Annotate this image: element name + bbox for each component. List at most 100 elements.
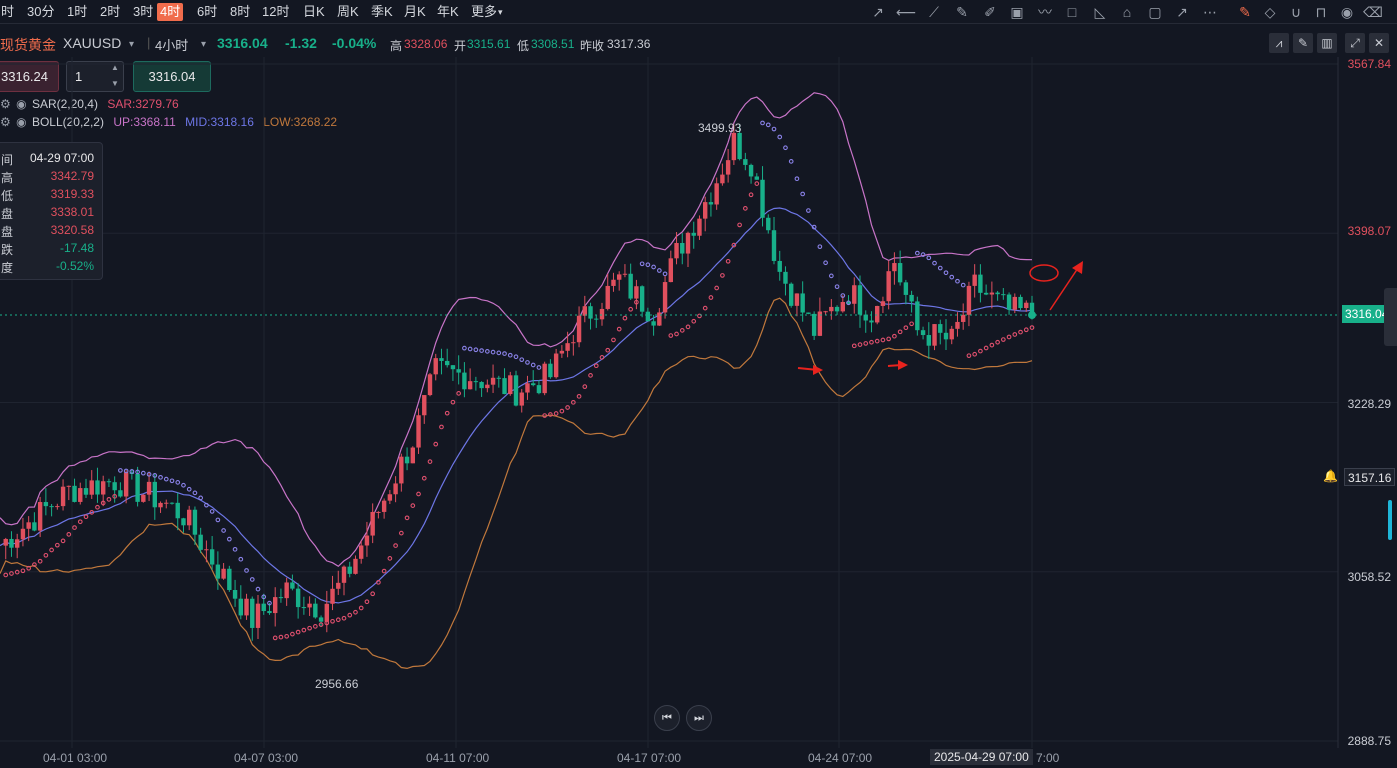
period-caret-icon[interactable]: ▾ — [201, 39, 207, 50]
quantity-down-icon[interactable]: ▼ — [111, 79, 119, 88]
annotation-ellipse — [1029, 264, 1059, 282]
indicator-button[interactable]: ⩘ — [1269, 33, 1289, 53]
sar-dot — [123, 468, 129, 474]
timeframe-1[interactable]: 30分 — [27, 4, 55, 19]
scroll-back-button[interactable]: ⏮ — [654, 705, 680, 731]
candle-body — [685, 232, 691, 254]
scroll-indicator[interactable] — [1388, 500, 1392, 540]
timeframe-8[interactable]: 12时 — [262, 4, 290, 19]
sar-dot — [972, 351, 978, 357]
settings-icon[interactable]: ⚙ — [0, 97, 11, 111]
low-label: 低 — [517, 39, 530, 53]
alert-price-tag[interactable]: 3157.16 — [1344, 468, 1396, 486]
eye-icon[interactable]: ◉ — [1340, 4, 1354, 20]
candle-body — [852, 285, 857, 304]
trend-line-icon[interactable]: ⟋ — [929, 4, 939, 20]
symbol-caret-icon[interactable]: ▾ — [129, 39, 135, 50]
price-change: -1.32 — [285, 35, 317, 51]
timeframe-0[interactable]: 时 — [1, 4, 15, 19]
candle-body — [404, 456, 410, 464]
candle-body — [743, 159, 748, 165]
sar-dot — [221, 528, 226, 533]
quantity-up-icon[interactable]: ▲ — [111, 63, 119, 72]
timeframe-13[interactable]: 年K — [437, 4, 459, 19]
timeframe-3[interactable]: 2时 — [100, 4, 121, 19]
wave-icon[interactable]: 〰 — [1038, 4, 1052, 20]
horizontal-line-icon[interactable]: ⟵ — [896, 4, 917, 20]
candle-body — [410, 447, 415, 464]
timeframe-12[interactable]: 月K — [404, 4, 426, 19]
candle-body — [273, 597, 278, 614]
sar-dot — [387, 556, 393, 561]
timeframe-2[interactable]: 1时 — [67, 4, 88, 19]
eye-icon[interactable]: ◉ — [16, 115, 27, 129]
symbol-name[interactable]: 现货黄金 — [0, 37, 56, 53]
sar-dot — [444, 410, 450, 416]
sar-dot — [765, 122, 771, 128]
quantity-input[interactable]: 1 — [66, 61, 124, 92]
sar-dot — [605, 347, 611, 353]
sar-dot — [937, 265, 943, 271]
ohlc-time-label: 间 — [1, 153, 14, 167]
trash-icon[interactable]: ⌫ — [1363, 4, 1383, 20]
pen-tool-icon[interactable]: ✎ — [956, 4, 968, 20]
scroll-forward-button[interactable]: ⏭ — [686, 705, 712, 731]
timeframe-10[interactable]: 周K — [337, 4, 359, 19]
candle-body — [708, 202, 714, 205]
tag-icon[interactable]: ⌂ — [1122, 4, 1132, 20]
comment-icon[interactable]: ▢ — [1148, 4, 1162, 20]
sar-dot — [593, 363, 599, 369]
timeframe-14[interactable]: 更多 — [471, 4, 498, 19]
sar-dot — [198, 495, 204, 501]
image-icon[interactable]: ▣ — [1010, 4, 1024, 20]
candle-body — [141, 494, 146, 502]
fullscreen-button[interactable]: ⤢ — [1345, 33, 1365, 53]
candle-body — [571, 342, 576, 344]
timeframe-11[interactable]: 季K — [371, 4, 393, 19]
more-caret-icon[interactable]: ▾ — [498, 7, 503, 17]
candle-body — [32, 522, 37, 531]
angle-icon[interactable]: ◺ — [1094, 4, 1106, 20]
timeframe-6[interactable]: 6时 — [197, 4, 218, 19]
settings-icon[interactable]: ⚙ — [0, 115, 11, 129]
draw-button[interactable]: ✎ — [1293, 33, 1313, 53]
ohlc-key: 高 — [1, 171, 14, 185]
symbol-code[interactable]: XAUUSD — [63, 35, 122, 51]
side-panel-handle[interactable] — [1384, 288, 1397, 346]
close-chart-button[interactable]: ✕ — [1369, 33, 1389, 53]
period-selector[interactable]: 4小时 — [155, 38, 189, 53]
candle-body — [594, 318, 599, 320]
candle-body — [662, 282, 668, 313]
magnet-icon[interactable]: ∪ — [1290, 4, 1302, 20]
sar-dot — [295, 629, 301, 635]
lock-icon[interactable]: ⊓ — [1315, 4, 1327, 20]
brush-icon[interactable]: ✐ — [984, 4, 996, 20]
candle-type-button[interactable]: ▥ — [1317, 33, 1337, 53]
sar-dot — [318, 622, 324, 627]
timeframe-4[interactable]: 3时 — [133, 4, 154, 19]
sar-dot — [777, 134, 783, 140]
candle-body — [169, 502, 175, 504]
candle-body — [897, 263, 903, 283]
sell-price-button[interactable]: 3316.24 — [0, 61, 59, 92]
candle-body — [490, 377, 496, 385]
sar-dot — [691, 318, 697, 324]
timeframe-9[interactable]: 日K — [303, 4, 325, 19]
ray-tool-icon[interactable]: ↗ — [872, 4, 884, 20]
sar-dot — [267, 600, 272, 606]
edit-icon[interactable]: ✎ — [1239, 4, 1251, 20]
arrow-icon[interactable]: ↗ — [1176, 4, 1188, 20]
rectangle-icon[interactable]: □ — [1067, 4, 1077, 20]
bell-icon[interactable]: 🔔 — [1323, 469, 1338, 483]
sar-dot — [204, 502, 209, 508]
candle-body — [880, 301, 886, 306]
candle-body — [278, 597, 284, 599]
timeframe-5[interactable]: 4时 — [157, 3, 184, 21]
buy-price-button[interactable]: 3316.04 — [133, 61, 211, 92]
eraser-icon[interactable]: ◇ — [1264, 4, 1276, 20]
candle-body — [983, 292, 989, 295]
more-tools-icon[interactable]: ⋯ — [1203, 4, 1217, 20]
timeframe-7[interactable]: 8时 — [230, 4, 251, 19]
eye-icon[interactable]: ◉ — [16, 97, 27, 111]
boll-mid-value: MID:3318.16 — [185, 115, 254, 129]
